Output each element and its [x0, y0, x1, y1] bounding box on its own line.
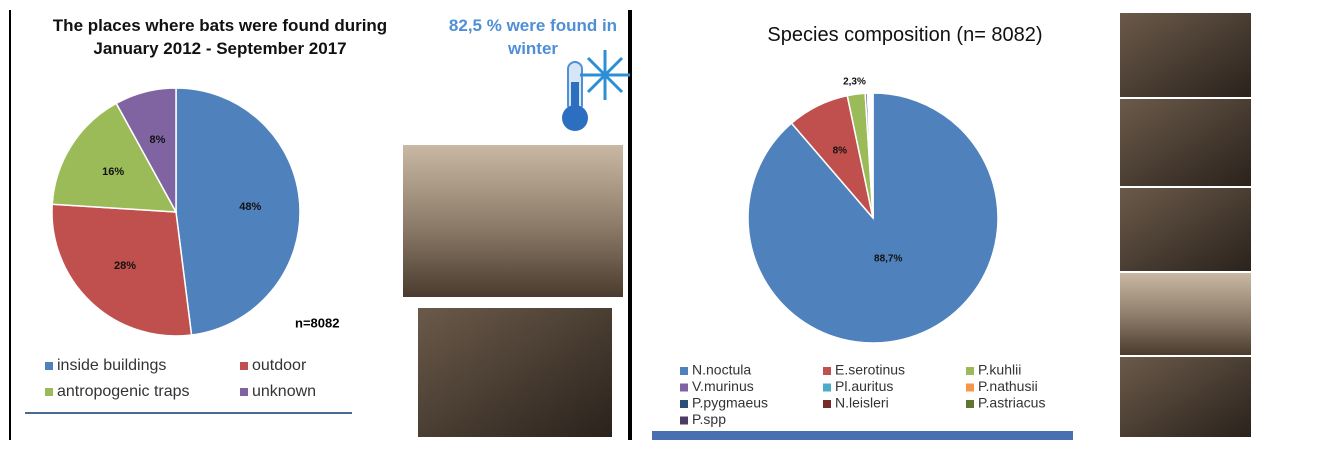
legend-swatch: [680, 417, 688, 425]
photo: [1120, 273, 1251, 355]
photo: [403, 145, 623, 297]
page: n=8082 48% inside buildings 28% outdoor 16% a…: [0, 0, 1323, 452]
photo: [1120, 99, 1251, 186]
legend-swatch: [966, 367, 974, 375]
legend-label: P.pygmaeus: [692, 395, 768, 411]
legend-label: inside buildings: [57, 357, 166, 374]
legend-label: outdoor: [252, 357, 307, 374]
legend-swatch: [240, 362, 248, 370]
value-label: 8%: [833, 145, 848, 156]
legend-label: unknown: [252, 383, 316, 400]
chart: n=8082 48% inside buildings 28% outdoor 16% a…: [0, 0, 1323, 452]
legend-swatch: [680, 400, 688, 408]
value-label: 28%: [114, 260, 136, 272]
legend-label: antropogenic traps: [57, 383, 190, 400]
legend-label: P.kuhlii: [978, 362, 1021, 378]
photo: [1120, 188, 1251, 271]
photo: [1120, 357, 1251, 437]
legend-label: P.nathusii: [978, 378, 1038, 394]
pie-slice: [872, 93, 873, 218]
chart-title: Species composition (n= 8082): [700, 24, 1110, 47]
legend-label: N.leisleri: [835, 395, 889, 411]
legend-swatch: [823, 384, 831, 392]
value-label: 16%: [102, 166, 124, 178]
annotation: n=8082: [295, 315, 339, 330]
winter-icon: [562, 50, 630, 131]
value-label: 88,7%: [874, 254, 902, 265]
photo: [418, 308, 612, 437]
legend-label: Pl.auritus: [835, 378, 893, 394]
value-label: 8%: [150, 134, 166, 146]
value-label: 48%: [239, 201, 261, 213]
legend-swatch: [966, 384, 974, 392]
legend-swatch: [45, 362, 53, 370]
value-label: 2,3%: [843, 76, 866, 87]
photo: [1120, 13, 1251, 97]
legend-label: P.astriacus: [978, 395, 1045, 411]
legend-swatch: [823, 400, 831, 408]
pie-slice: [176, 88, 300, 335]
legend-label: N.noctula: [692, 362, 751, 378]
legend-label: V.murinus: [692, 378, 754, 394]
legend-label: P.spp: [692, 411, 726, 427]
annotation: 82,5 % were found in winter: [438, 14, 628, 60]
legend-swatch: [680, 384, 688, 392]
legend-swatch: [966, 400, 974, 408]
chart-title: The places where bats were found during …: [30, 14, 410, 60]
legend-swatch: [823, 367, 831, 375]
legend-swatch: [240, 388, 248, 396]
underline: [652, 431, 1073, 440]
legend-swatch: [45, 388, 53, 396]
legend-label: E.serotinus: [835, 362, 905, 378]
legend-swatch: [680, 367, 688, 375]
